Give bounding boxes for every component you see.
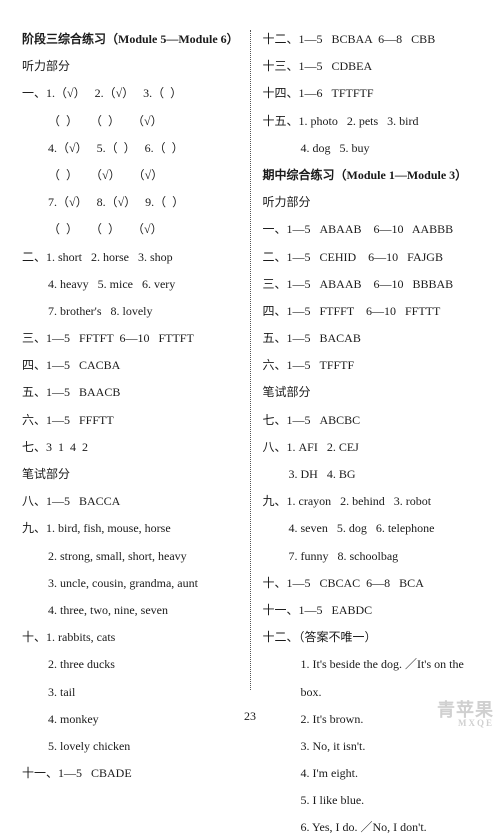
answer-line: 3. DH 4. BG [263, 465, 479, 484]
answer-line: 2. strong, small, short, heavy [22, 547, 238, 566]
answer-line: 4. heavy 5. mice 6. very [22, 275, 238, 294]
answer-line: 1. It's beside the dog. ／It's on the [263, 655, 479, 674]
answer-line: 2. three ducks [22, 655, 238, 674]
listening-heading: 听力部分 [22, 57, 238, 76]
answer-line: 十五、1. photo 2. pets 3. bird [263, 112, 479, 131]
answer-line: 四、1—5 CACBA [22, 356, 238, 375]
answer-line: 5. I like blue. [263, 791, 479, 810]
watermark-sub: MXQE [437, 719, 494, 728]
answer-line: 6. Yes, I do. ／No, I don't. [263, 818, 479, 837]
page-number: 23 [0, 709, 500, 724]
answer-line: （ ） （ ） （√） [22, 112, 238, 131]
answer-line: 4. I'm eight. [263, 764, 479, 783]
answer-line: 八、1. AFI 2. CEJ [263, 438, 479, 457]
listening-heading: 听力部分 [263, 193, 479, 212]
watermark: 青苹果 MXQE [437, 701, 494, 728]
answer-line: 九、1. crayon 2. behind 3. robot [263, 492, 479, 511]
answer-line: 五、1—5 BAACB [22, 383, 238, 402]
column-divider [250, 30, 251, 690]
answer-line: 五、1—5 BACAB [263, 329, 479, 348]
answer-line: 十二、1—5 BCBAA 6—8 CBB [263, 30, 479, 49]
writing-heading: 笔试部分 [263, 383, 479, 402]
answer-line: 十一、1—5 EABDC [263, 601, 479, 620]
writing-heading: 笔试部分 [22, 465, 238, 484]
answer-line: 十三、1—5 CDBEA [263, 57, 479, 76]
answer-line: 4. dog 5. buy [263, 139, 479, 158]
answer-line: 7. funny 8. schoolbag [263, 547, 479, 566]
answer-line: 3. tail [22, 683, 238, 702]
answer-line: 7.（√） 8.（√） 9.（ ） [22, 193, 238, 212]
section-title: 阶段三综合练习（Module 5—Module 6） [22, 30, 238, 49]
watermark-main: 青苹果 [437, 700, 494, 720]
answer-line: 5. lovely chicken [22, 737, 238, 756]
answer-line: 七、3 1 4 2 [22, 438, 238, 457]
answer-line: 三、1—5 ABAAB 6—10 BBBAB [263, 275, 479, 294]
answer-line: 十、1. rabbits, cats [22, 628, 238, 647]
answer-line: 十一、1—5 CBADE [22, 764, 238, 783]
answer-line: 4. three, two, nine, seven [22, 601, 238, 620]
answer-line: （ ） （√） （√） [22, 166, 238, 185]
answer-line: 十、1—5 CBCAC 6—8 BCA [263, 574, 479, 593]
answer-line: 二、1. short 2. horse 3. shop [22, 248, 238, 267]
answer-line: 七、1—5 ABCBC [263, 411, 479, 430]
answer-line: 十四、1—6 TFTFTF [263, 84, 479, 103]
left-column: 阶段三综合练习（Module 5—Module 6） 听力部分 一、1.（√） … [22, 30, 248, 690]
section-title: 期中综合练习（Module 1—Module 3） [263, 166, 479, 185]
answer-line: 六、1—5 TFFTF [263, 356, 479, 375]
answer-line: 八、1—5 BACCA [22, 492, 238, 511]
answer-line: 7. brother's 8. lovely [22, 302, 238, 321]
answer-line: 4. seven 5. dog 6. telephone [263, 519, 479, 538]
answer-line: 4.（√） 5.（ ） 6.（ ） [22, 139, 238, 158]
answer-line: 3. uncle, cousin, grandma, aunt [22, 574, 238, 593]
answer-line: 九、1. bird, fish, mouse, horse [22, 519, 238, 538]
right-column: 十二、1—5 BCBAA 6—8 CBB 十三、1—5 CDBEA 十四、1—6… [253, 30, 479, 690]
answer-line: 四、1—5 FTFFT 6—10 FFTTT [263, 302, 479, 321]
page-body: 阶段三综合练习（Module 5—Module 6） 听力部分 一、1.（√） … [0, 0, 500, 700]
answer-line: 六、1—5 FFFTT [22, 411, 238, 430]
answer-line: （ ） （ ） （√） [22, 220, 238, 239]
answer-line: 3. No, it isn't. [263, 737, 479, 756]
answer-line: 十二、（答案不唯一） [263, 628, 479, 647]
answer-line: 三、1—5 FFTFT 6—10 FTTFT [22, 329, 238, 348]
answer-line: 一、1—5 ABAAB 6—10 AABBB [263, 220, 479, 239]
answer-line: 二、1—5 CEHID 6—10 FAJGB [263, 248, 479, 267]
answer-line: box. [263, 683, 479, 702]
answer-line: 一、1.（√） 2.（√） 3.（ ） [22, 84, 238, 103]
